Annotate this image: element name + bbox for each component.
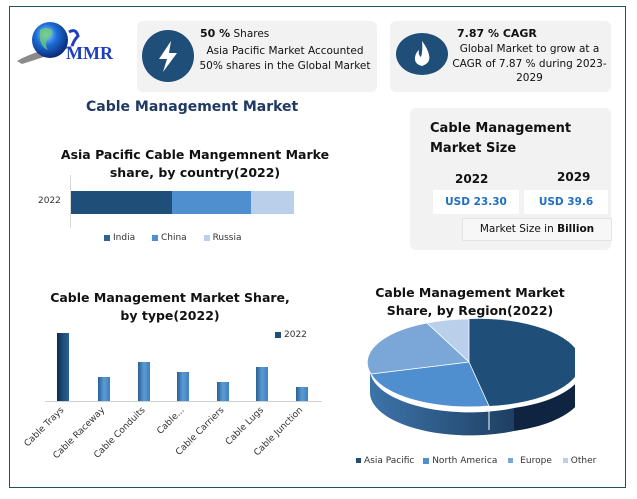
market-size-value-2029: USD 39.6	[524, 190, 608, 214]
lightning-icon-circle	[142, 30, 194, 82]
bar-cable-other	[177, 372, 189, 401]
pie-chart-region	[366, 318, 575, 436]
lightning-icon	[159, 41, 177, 72]
stat-card-cagr: 7.87 % CAGR Global Market to grow at a C…	[390, 21, 611, 92]
bar-cable-lugs	[256, 367, 268, 401]
stacked-bar	[71, 191, 294, 214]
bar-cable-raceway	[98, 377, 110, 401]
chart-country-title: Asia Pacific Cable Mangemnent Marke shar…	[60, 147, 330, 180]
pie-slice-europe	[366, 322, 470, 375]
legend-europe: Europe	[508, 456, 552, 466]
chart-type-axis	[45, 401, 322, 402]
bar-cable-conduits	[138, 362, 150, 401]
market-size-year-2022: 2022	[455, 172, 489, 186]
legend-other: Other	[562, 456, 596, 466]
market-size-card: Cable Management Market Size 2022 2029 U…	[410, 108, 612, 250]
shares-line2: 50% shares in the Global Market	[199, 60, 371, 72]
bar-segment-china	[172, 191, 251, 214]
main-title: Cable Management Market	[86, 99, 299, 115]
pie-slice-north-america	[370, 361, 490, 408]
legend-china: China	[151, 233, 187, 243]
bar-segment-russia	[251, 191, 294, 214]
flame-icon	[414, 41, 430, 66]
chart-country-legend: India China Russia	[104, 233, 242, 243]
globe-icon: MMR	[17, 22, 114, 64]
legend-india: India	[104, 233, 135, 243]
shares-headline-rest: Shares	[230, 28, 270, 40]
chart-type-title: Cable Management Market Share, by type(2…	[50, 290, 290, 323]
market-size-title-line2: Market Size	[430, 141, 517, 156]
shares-headline-bold: 50 %	[200, 27, 231, 40]
cagr-line2: CAGR of 7.87 % during 2023-	[452, 57, 607, 70]
chart-region-legend: Asia Pacific North America Europe Other	[356, 456, 596, 466]
chart-country-axis	[70, 175, 71, 228]
market-size-value-2022: USD 23.30	[433, 190, 519, 214]
pie-slice-asia-pacific	[469, 318, 575, 406]
infographic-frame	[9, 6, 626, 488]
chart-country-category: 2022	[38, 196, 61, 206]
bar-segment-india	[71, 191, 172, 214]
bar-cable-trays	[57, 333, 69, 401]
cagr-line1: Global Market to grow at a	[459, 43, 600, 55]
legend-russia: Russia	[203, 233, 242, 243]
stat-card-shares: 50 % Shares Asia Pacific Market Accounte…	[137, 21, 377, 92]
legend-asia-pacific: Asia Pacific	[356, 456, 414, 466]
market-size-year-2029: 2029	[557, 170, 591, 184]
chart-region-title: Cable Management Market Share, by Region…	[375, 285, 565, 318]
market-size-title-line1: Cable Management	[430, 121, 572, 136]
cagr-headline: 7.87 % CAGR	[457, 27, 537, 40]
pie-slice-other	[426, 318, 470, 363]
market-size-note: Market Size in Billion	[462, 218, 612, 241]
cagr-line3: 2029	[516, 72, 543, 84]
bar-cable-junction	[296, 387, 308, 401]
logo: MMR	[14, 18, 129, 68]
chart-type-legend: 2022	[275, 330, 307, 340]
legend-north-america: North America	[423, 456, 497, 466]
flame-icon-circle	[396, 33, 448, 75]
bar-cable-carriers	[217, 382, 229, 401]
svg-text:MMR: MMR	[66, 43, 114, 63]
shares-line1: Asia Pacific Market Accounted	[206, 45, 364, 57]
